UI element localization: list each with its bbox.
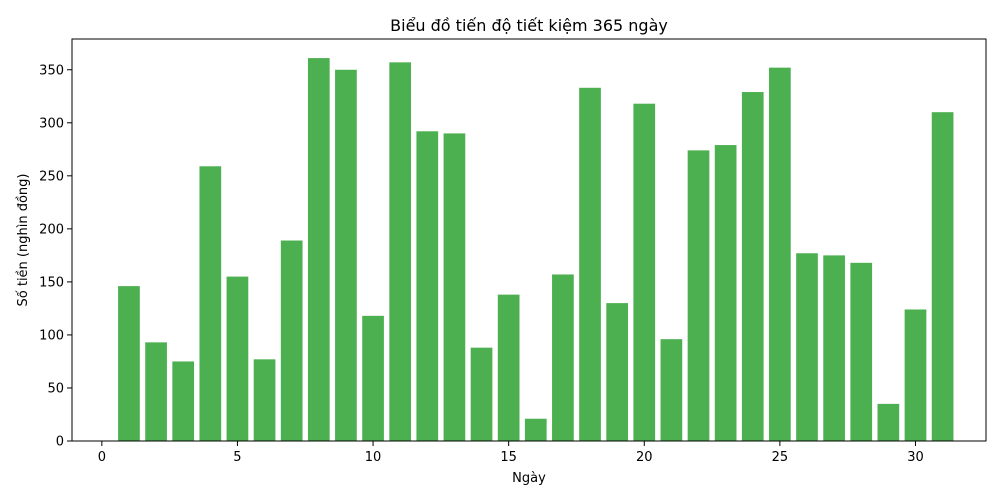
bar-day-30 [904,309,927,441]
bar-day-28 [850,262,873,441]
bar-day-10 [362,315,384,441]
y-axis-label: Số tiền (nghìn đồng) [16,174,31,307]
bar-day-5 [226,276,249,441]
x-axis-label: Ngày [512,471,546,486]
bars-group [118,58,954,442]
x-tick-label: 25 [772,450,789,465]
bar-day-12 [416,131,439,442]
bar-day-19 [606,303,628,441]
bar-day-27 [823,255,845,441]
bar-day-18 [579,87,601,441]
x-axis-ticks: 0 5 10 15 20 25 30 [98,441,924,465]
bar-day-23 [714,145,737,441]
bar-day-31 [931,112,954,442]
x-tick-label: 0 [98,450,106,465]
chart-title: Biểu đồ tiến độ tiết kiệm 365 ngày [390,16,668,35]
bar-day-1 [118,286,140,441]
bar-day-14 [470,347,493,441]
y-tick-label: 200 [39,222,64,237]
x-tick-label: 30 [907,450,924,465]
x-tick-label: 15 [500,450,517,465]
y-axis-ticks: 0 50 100 150 200 250 300 350 [39,63,72,450]
bar-day-22 [687,150,710,442]
bar-day-17 [552,274,574,441]
bar-day-2 [145,342,167,441]
y-tick-label: 350 [39,63,64,78]
y-tick-label: 250 [39,169,64,184]
bar-day-24 [741,92,764,441]
y-tick-label: 150 [39,275,64,290]
bar-day-13 [443,133,466,441]
y-tick-label: 0 [56,435,64,450]
bar-day-8 [307,58,330,442]
bar-day-7 [280,240,303,441]
y-tick-label: 50 [47,381,64,396]
x-tick-label: 20 [636,450,653,465]
bar-day-3 [172,361,195,441]
bar-day-15 [497,294,520,441]
bar-day-4 [199,166,222,441]
bar-day-21 [660,339,683,441]
bar-day-9 [335,69,357,442]
x-tick-label: 10 [365,450,382,465]
plot-frame [71,38,987,442]
bar-day-29 [877,403,900,441]
bar-day-25 [769,67,791,441]
bar-day-11 [389,62,412,442]
y-tick-label: 300 [39,116,64,131]
y-tick-label: 100 [39,328,64,343]
x-tick-label: 5 [233,450,241,465]
bar-day-16 [524,418,547,441]
bar-day-20 [633,103,656,441]
bar-day-6 [253,359,276,441]
bar-day-26 [796,253,818,441]
